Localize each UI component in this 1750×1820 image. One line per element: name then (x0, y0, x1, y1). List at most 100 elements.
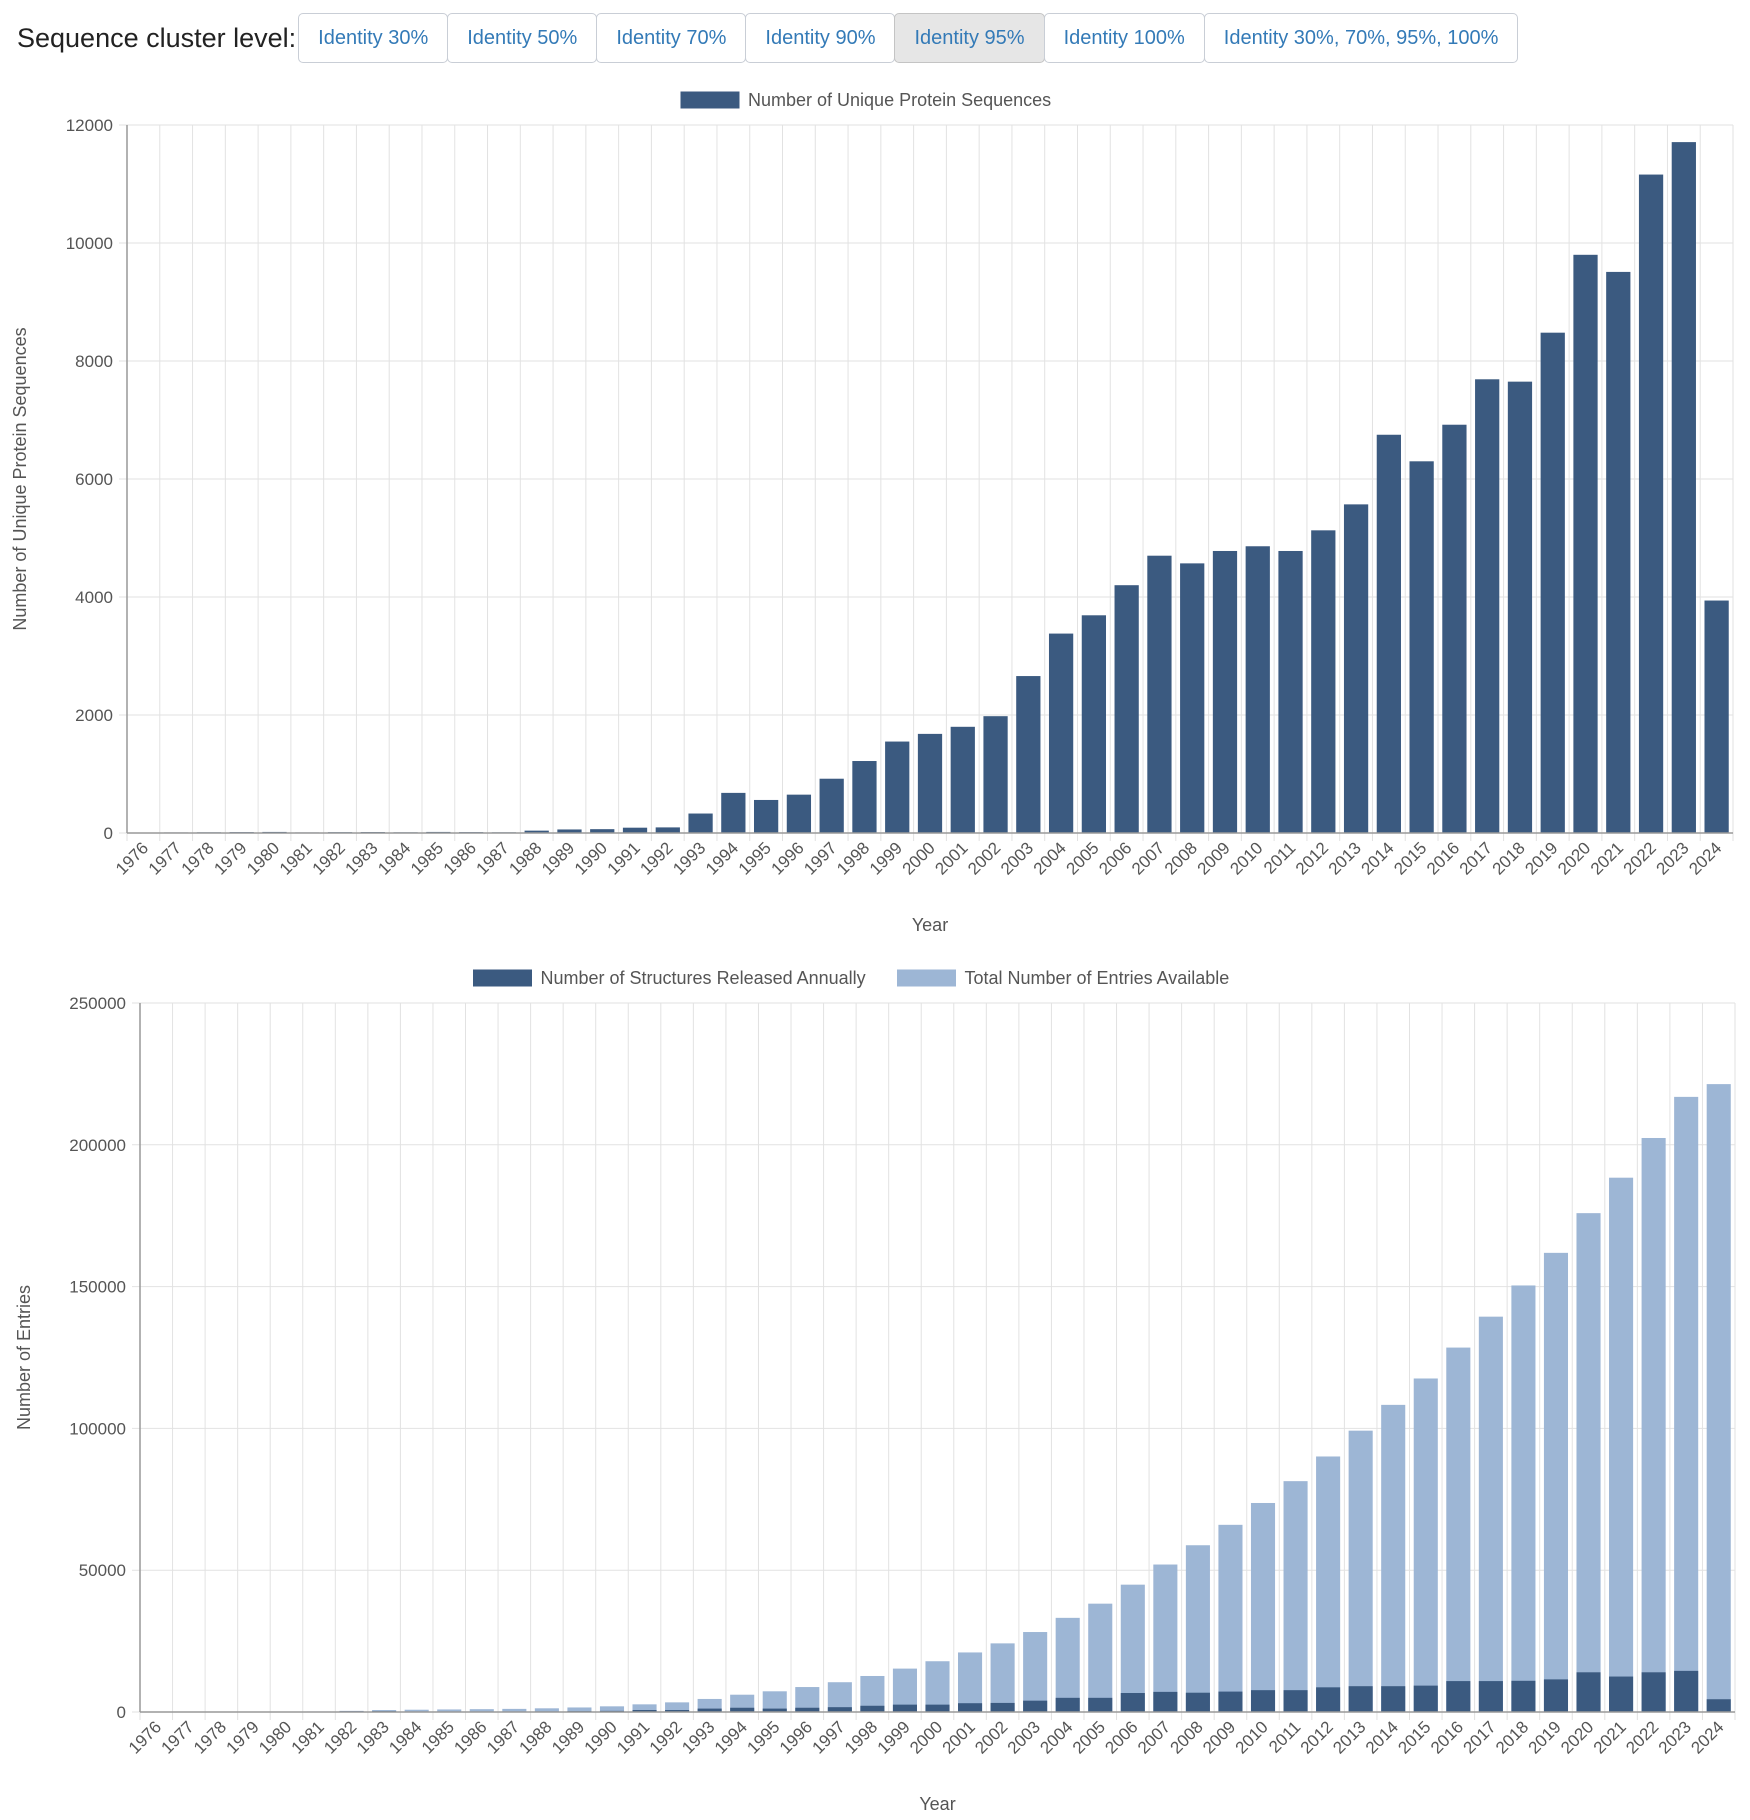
x-tick-label: 2020 (1554, 838, 1594, 878)
x-tick-label: 1989 (538, 838, 578, 878)
number-of-unique-protein-sequences-bar (852, 761, 877, 833)
total-number-of-entries-available-bar (1055, 1617, 1080, 1712)
total-number-of-entries-available-bar (469, 1709, 494, 1712)
number-of-unique-protein-sequences-bar (557, 829, 582, 833)
number-of-unique-protein-sequences-bar (524, 830, 549, 833)
number-of-structures-released-annually-bar (1250, 1690, 1276, 1712)
legend-label: Total Number of Entries Available (965, 968, 1230, 988)
total-number-of-entries-available-bar (1218, 1524, 1243, 1712)
identity-95-button[interactable]: Identity 95% (894, 13, 1045, 63)
legend-label: Number of Structures Released Annually (541, 968, 866, 988)
y-tick-label: 4000 (75, 588, 113, 607)
legend-swatch (896, 968, 957, 988)
number-of-structures-released-annually-bar (1088, 1697, 1113, 1712)
x-tick-label: 1977 (145, 838, 185, 878)
x-tick-label: 1988 (516, 1717, 556, 1757)
number-of-structures-released-annually-bar (892, 1704, 917, 1712)
total-number-of-entries-available-bar (1576, 1213, 1601, 1712)
x-tick-label: 1991 (604, 838, 644, 878)
number-of-structures-released-annually-bar (925, 1704, 950, 1712)
x-tick-label: 2010 (1226, 838, 1266, 878)
number-of-structures-released-annually-bar (1055, 1697, 1080, 1712)
y-axis-title: Number of Entries (14, 1285, 34, 1430)
x-tick-label: 2011 (1260, 838, 1299, 877)
number-of-unique-protein-sequences-bar (950, 726, 975, 833)
number-of-unique-protein-sequences-bar (1311, 530, 1336, 833)
number-of-structures-released-annually-bar (860, 1705, 885, 1712)
number-of-unique-protein-sequences-bar (1114, 585, 1139, 833)
x-tick-label: 1979 (223, 1717, 263, 1757)
unique-sequences-chart: 0200040006000800010000120001976197719781… (10, 90, 1734, 935)
total-number-of-entries-available-bar (925, 1661, 950, 1712)
cluster-level-toolbar: Sequence cluster level: Identity 30% Ide… (17, 12, 1519, 64)
number-of-unique-protein-sequences-bar (885, 741, 910, 833)
x-tick-label: 1996 (768, 838, 808, 878)
x-tick-label: 2016 (1427, 1717, 1467, 1757)
total-number-of-entries-available-bar (1446, 1347, 1471, 1712)
y-tick-label: 200000 (69, 1136, 126, 1155)
total-number-of-entries-available-bar (599, 1706, 625, 1712)
x-tick-label: 2008 (1167, 1717, 1207, 1757)
x-tick-label: 2007 (1128, 838, 1168, 878)
x-tick-label: 1987 (473, 838, 513, 878)
x-tick-label: 2005 (1069, 1717, 1109, 1757)
x-tick-label: 1983 (353, 1717, 393, 1757)
y-tick-label: 250000 (69, 994, 126, 1013)
identity-50-button[interactable]: Identity 50% (447, 13, 598, 63)
y-tick-label: 150000 (69, 1278, 126, 1297)
x-tick-label: 2013 (1329, 1717, 1369, 1757)
number-of-unique-protein-sequences-bar (819, 778, 844, 833)
number-of-structures-released-annually-bar (697, 1708, 722, 1712)
x-tick-label: 2005 (1063, 838, 1103, 878)
x-tick-label: 2017 (1456, 838, 1496, 878)
identity-90-button[interactable]: Identity 90% (745, 13, 896, 63)
x-tick-label: 2010 (1232, 1717, 1272, 1757)
number-of-unique-protein-sequences-bar (917, 733, 943, 833)
x-tick-label: 1995 (735, 838, 775, 878)
x-tick-label: 2012 (1297, 1717, 1337, 1757)
number-of-structures-released-annually-bar (1706, 1699, 1731, 1712)
x-tick-label: 1980 (255, 1717, 295, 1757)
number-of-structures-released-annually-bar (1316, 1687, 1341, 1712)
total-number-of-entries-available-bar (665, 1702, 690, 1712)
total-number-of-entries-available-bar (372, 1710, 397, 1712)
identity-100-button[interactable]: Identity 100% (1043, 13, 1205, 63)
x-tick-label: 2007 (1134, 1717, 1174, 1757)
number-of-unique-protein-sequences-bar (655, 827, 680, 833)
x-tick-label: 1994 (711, 1717, 751, 1757)
x-tick-label: 1985 (418, 1717, 458, 1757)
total-number-of-entries-available-bar (1543, 1252, 1569, 1712)
x-tick-label: 2021 (1587, 838, 1627, 878)
y-tick-label: 2000 (75, 706, 113, 725)
number-of-unique-protein-sequences-bar (1606, 271, 1631, 833)
x-tick-label: 2003 (1004, 1717, 1044, 1757)
entries-chart: 0500001000001500002000002500001976197719… (14, 968, 1736, 1814)
x-tick-label: 2001 (931, 838, 971, 878)
x-tick-label: 2020 (1557, 1717, 1597, 1757)
identity-70-button[interactable]: Identity 70% (596, 13, 747, 63)
x-tick-label: 2018 (1492, 1717, 1532, 1757)
x-tick-label: 2011 (1265, 1717, 1304, 1756)
legend-label: Number of Unique Protein Sequences (748, 90, 1051, 110)
identity-30-button[interactable]: Identity 30% (298, 13, 449, 63)
legend-swatch (679, 90, 741, 110)
x-tick-label: 2000 (899, 838, 939, 878)
number-of-structures-released-annually-bar (1381, 1686, 1406, 1712)
x-tick-label: 1977 (157, 1717, 197, 1757)
number-of-structures-released-annually-bar (1674, 1670, 1699, 1712)
total-number-of-entries-available-bar (404, 1709, 429, 1712)
total-number-of-entries-available-bar (1641, 1137, 1666, 1712)
x-tick-label: 1988 (505, 838, 545, 878)
identity-combined-button[interactable]: Identity 30%, 70%, 95%, 100% (1203, 13, 1519, 63)
legend-swatch (472, 968, 533, 988)
total-number-of-entries-available-bar (1381, 1404, 1406, 1712)
number-of-structures-released-annually-bar (1218, 1691, 1243, 1712)
number-of-unique-protein-sequences-bar (1081, 615, 1107, 833)
number-of-unique-protein-sequences-bar (1048, 633, 1074, 833)
x-tick-label: 2012 (1292, 838, 1332, 878)
number-of-structures-released-annually-bar (1641, 1672, 1666, 1712)
x-tick-label: 1999 (874, 1717, 914, 1757)
x-tick-label: 1994 (702, 838, 742, 878)
number-of-structures-released-annually-bar (827, 1707, 852, 1712)
y-tick-label: 6000 (75, 470, 113, 489)
